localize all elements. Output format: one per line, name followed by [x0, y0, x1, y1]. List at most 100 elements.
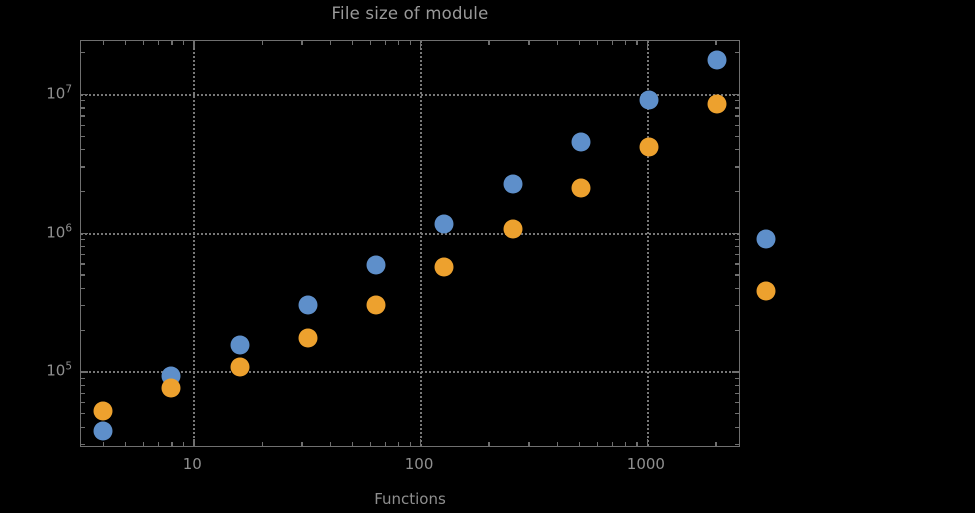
y-minor-tick	[81, 426, 85, 428]
x-minor-tick	[124, 442, 127, 446]
x-minor-tick	[596, 41, 598, 45]
x-minor-tick	[351, 41, 354, 45]
x-minor-tick	[102, 442, 105, 446]
y-axis-title: Bytes	[0, 222, 1, 264]
x-major-tick	[646, 439, 649, 446]
y-minor-tick	[81, 135, 85, 137]
y-minor-tick	[81, 263, 85, 265]
x-minor-tick	[261, 442, 263, 446]
x-minor-tick	[171, 41, 173, 45]
data-point-series-orange	[571, 178, 591, 198]
y-minor-tick	[81, 402, 85, 404]
data-point-series-orange	[230, 357, 250, 377]
data-point-series-blue	[230, 335, 250, 355]
x-major-tick	[420, 439, 422, 446]
y-minor-tick	[81, 274, 85, 276]
x-minor-tick	[488, 41, 490, 45]
x-minor-tick	[556, 442, 558, 446]
y-minor-tick	[735, 51, 739, 54]
chart-title: File size of module	[331, 4, 489, 23]
y-minor-tick	[735, 305, 739, 307]
y-minor-tick	[735, 263, 739, 265]
horizontal-gridline	[81, 371, 739, 374]
y-minor-tick	[735, 392, 739, 395]
y-minor-tick	[81, 413, 85, 415]
y-minor-tick	[735, 426, 739, 428]
x-minor-tick	[578, 442, 580, 446]
x-minor-tick	[261, 41, 263, 45]
data-point-series-orange	[503, 219, 523, 239]
y-minor-tick	[81, 107, 85, 109]
x-tick-label: 10	[182, 455, 202, 473]
y-minor-tick	[81, 443, 85, 446]
y-major-tick	[732, 232, 739, 234]
y-minor-tick	[81, 392, 85, 395]
x-minor-tick	[124, 41, 127, 45]
x-minor-tick	[384, 442, 387, 446]
data-point-series-orange	[707, 94, 727, 114]
data-point-series-blue	[298, 295, 318, 315]
x-minor-tick	[398, 442, 400, 446]
x-minor-tick	[351, 442, 354, 446]
x-tick-label: 100	[404, 455, 434, 473]
data-point-series-orange	[756, 281, 776, 301]
x-minor-tick	[624, 41, 627, 45]
y-minor-tick	[81, 377, 85, 380]
y-major-tick	[732, 93, 739, 96]
y-tick-label: 106	[46, 222, 72, 242]
y-minor-tick	[735, 135, 739, 137]
y-minor-tick	[81, 124, 85, 126]
x-minor-tick	[301, 41, 303, 45]
y-minor-tick	[81, 329, 85, 331]
x-minor-tick	[158, 442, 160, 446]
x-minor-tick	[171, 442, 173, 446]
y-minor-tick	[735, 238, 739, 241]
data-point-series-orange	[434, 257, 454, 277]
x-minor-tick	[398, 41, 400, 45]
x-minor-tick	[369, 41, 372, 45]
y-minor-tick	[735, 148, 739, 151]
y-minor-tick	[81, 148, 85, 151]
y-minor-tick	[735, 287, 739, 290]
y-minor-tick	[81, 190, 85, 193]
y-minor-tick	[735, 115, 739, 117]
y-minor-tick	[735, 377, 739, 380]
data-point-series-orange	[93, 401, 113, 421]
x-minor-tick	[636, 41, 638, 45]
y-minor-tick	[735, 107, 739, 109]
x-minor-tick	[329, 442, 332, 446]
y-tick-label: 107	[46, 83, 72, 103]
data-point-series-blue	[434, 214, 454, 234]
y-minor-tick	[735, 190, 739, 193]
data-point-series-orange	[639, 137, 659, 157]
x-major-tick	[193, 41, 195, 48]
data-point-series-blue	[639, 90, 659, 110]
data-point-series-blue	[707, 50, 727, 70]
horizontal-gridline	[81, 232, 739, 235]
y-minor-tick	[735, 402, 739, 404]
y-minor-tick	[735, 384, 739, 387]
x-minor-tick	[409, 41, 412, 45]
y-major-tick	[81, 371, 88, 373]
data-point-series-blue	[756, 229, 776, 249]
x-minor-tick	[715, 442, 717, 446]
y-minor-tick	[735, 100, 739, 102]
y-minor-tick	[735, 124, 739, 126]
x-minor-tick	[301, 442, 303, 446]
x-minor-tick	[528, 41, 530, 45]
x-minor-tick	[488, 442, 490, 446]
data-point-series-blue	[503, 174, 523, 194]
data-point-series-orange	[161, 378, 181, 398]
y-minor-tick	[81, 254, 85, 256]
x-minor-tick	[102, 41, 105, 45]
y-minor-tick	[735, 254, 739, 256]
data-point-series-orange	[366, 295, 386, 315]
x-minor-tick	[611, 41, 614, 45]
y-major-tick	[81, 93, 88, 96]
x-minor-tick	[611, 442, 614, 446]
plot-frame	[80, 40, 740, 447]
x-minor-tick	[369, 442, 372, 446]
y-minor-tick	[735, 329, 739, 331]
